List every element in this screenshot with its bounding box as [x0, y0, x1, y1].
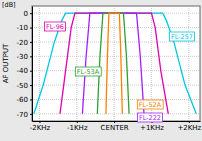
tick-label: -40	[17, 67, 28, 75]
tick-mark	[30, 99, 32, 100]
series-label-box	[138, 113, 163, 122]
series-line	[106, 13, 122, 114]
tick-mark	[30, 13, 32, 14]
tick-mark	[77, 121, 78, 123]
tick: -70	[17, 111, 32, 119]
tick-mark	[39, 121, 40, 123]
tick-mark	[114, 121, 115, 123]
series-label-box	[170, 32, 195, 41]
grid-line	[188, 6, 189, 121]
tick: -20	[17, 39, 32, 47]
series-label: FL-53A	[75, 67, 101, 76]
grid-line	[76, 6, 77, 121]
grid-line	[32, 113, 200, 114]
series-line	[82, 13, 144, 114]
grid-line	[114, 6, 115, 121]
tick-label: -10	[17, 24, 28, 32]
y-axis: 0 -10 -20 -30 -40 -50 -60 -70	[17, 7, 33, 122]
series-label: FL-96	[45, 22, 66, 31]
tick-mark	[30, 56, 32, 57]
grid-line	[32, 56, 200, 57]
tick-label: -30	[17, 53, 28, 61]
grid-line	[32, 85, 200, 86]
tick-label: -50	[17, 82, 28, 90]
tick-label: -20	[17, 39, 28, 47]
tick-label: +1KHz	[140, 124, 164, 132]
grid	[32, 6, 200, 121]
series-label: FL-257	[170, 32, 195, 41]
series-line	[60, 13, 168, 114]
tick-label: -1KHz	[67, 124, 88, 132]
series-label-text: FL-96	[46, 23, 64, 31]
series-line	[34, 13, 196, 114]
tick-label: -70	[17, 111, 28, 119]
series-label-box	[137, 100, 163, 109]
annotation: [dB]	[2, 1, 16, 9]
series-group	[34, 13, 196, 114]
axis-line	[33, 121, 201, 122]
tick-label: -2KHz	[30, 124, 51, 132]
axis-line	[32, 7, 33, 122]
plot-frame	[32, 6, 200, 121]
tick-label: CENTER	[101, 124, 129, 132]
tick: -60	[17, 96, 32, 104]
series-label-box	[75, 67, 101, 76]
series-line	[97, 13, 129, 114]
tick: -2KHz	[30, 121, 51, 132]
tick-mark	[30, 114, 32, 115]
tick: -1KHz	[67, 121, 88, 132]
tick: +1KHz	[140, 121, 164, 132]
grid-line	[39, 6, 40, 121]
series-label-text: FL-52A	[139, 101, 162, 109]
tick: 0	[24, 10, 32, 18]
grid-line	[32, 99, 200, 100]
tick-label: +2KHz	[177, 124, 201, 132]
series-label: FL-52A	[137, 100, 163, 109]
x-axis: -2KHz -1KHz CENTER +1KHz +2KHz	[30, 121, 202, 132]
series-labels: FL-257 FL-96 FL-222 FL-53A FL-52A	[45, 22, 195, 122]
tick-mark	[189, 121, 190, 123]
tick-mark	[30, 28, 32, 29]
series-label: FL-222	[138, 113, 163, 122]
grid-line	[32, 70, 200, 71]
tick: -50	[17, 82, 32, 90]
tick-mark	[30, 42, 32, 43]
tick: -30	[17, 53, 32, 61]
tick: -40	[17, 67, 32, 75]
chart: -2KHz -1KHz CENTER +1KHz +2KHz 0 -10 -20 -30 -40 -…	[0, 0, 202, 141]
series-label-box	[45, 22, 66, 31]
tick: -10	[17, 24, 32, 32]
tick: +2KHz	[177, 121, 201, 132]
tick-mark	[30, 71, 32, 72]
tick-mark	[30, 85, 32, 86]
series-label-text: FL-222	[139, 114, 161, 122]
tick-label: 0	[24, 10, 28, 18]
grid-line	[32, 41, 200, 42]
y-axis-title: AF OUTPUT	[2, 43, 10, 83]
tick: CENTER	[101, 121, 129, 132]
tick-label: -60	[17, 96, 28, 104]
series-label-text: FL-53A	[77, 68, 100, 76]
series-label-text: FL-257	[171, 33, 193, 41]
